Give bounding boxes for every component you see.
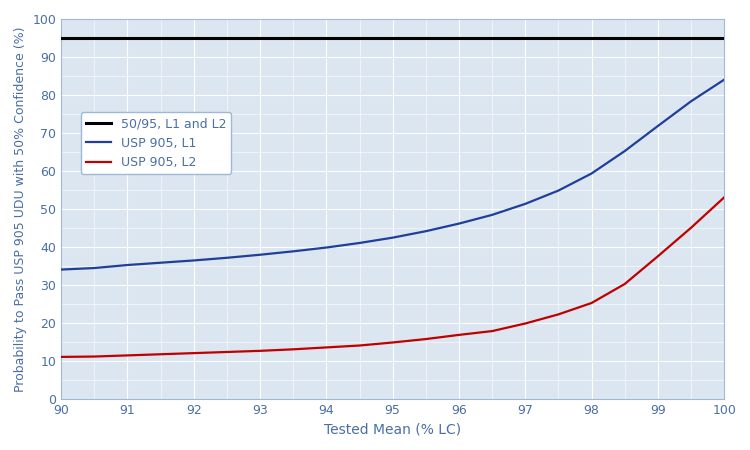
Y-axis label: Probability to Pass USP 905 UDU with 50% Confidence (%): Probability to Pass USP 905 UDU with 50%… <box>14 26 27 392</box>
USP 905, L1 <box>454 221 464 226</box>
USP 905, L1 <box>587 171 596 176</box>
USP 905, L1 <box>653 123 662 129</box>
USP 905, L2 <box>322 345 331 350</box>
USP 905, L2 <box>388 340 398 345</box>
USP 905, L2 <box>57 354 66 360</box>
USP 905, L2 <box>653 253 662 259</box>
USP 905, L1 <box>156 260 165 265</box>
USP 905, L2 <box>422 336 430 342</box>
Line: USP 905, L2: USP 905, L2 <box>62 198 724 357</box>
USP 905, L1 <box>189 258 198 263</box>
USP 905, L1 <box>123 262 132 268</box>
USP 905, L1 <box>488 212 496 217</box>
USP 905, L2 <box>90 354 99 359</box>
USP 905, L2 <box>156 351 165 357</box>
USP 905, L1 <box>90 266 99 271</box>
USP 905, L2 <box>488 328 496 334</box>
USP 905, L1 <box>355 240 364 246</box>
USP 905, L2 <box>520 321 530 326</box>
USP 905, L1 <box>223 255 232 261</box>
USP 905, L1 <box>388 235 398 240</box>
USP 905, L2 <box>454 332 464 338</box>
USP 905, L2 <box>686 225 695 230</box>
Line: USP 905, L1: USP 905, L1 <box>62 80 724 270</box>
USP 905, L1 <box>289 249 298 254</box>
USP 905, L1 <box>720 77 729 82</box>
USP 905, L1 <box>57 267 66 272</box>
USP 905, L2 <box>223 349 232 355</box>
USP 905, L1 <box>322 245 331 250</box>
USP 905, L2 <box>256 348 265 354</box>
USP 905, L2 <box>720 195 729 200</box>
USP 905, L2 <box>620 281 629 287</box>
USP 905, L2 <box>189 351 198 356</box>
USP 905, L1 <box>554 188 563 193</box>
X-axis label: Tested Mean (% LC): Tested Mean (% LC) <box>324 422 461 436</box>
USP 905, L1 <box>620 148 629 154</box>
USP 905, L2 <box>554 312 563 317</box>
USP 905, L2 <box>289 346 298 352</box>
USP 905, L1 <box>686 99 695 104</box>
USP 905, L2 <box>123 353 132 358</box>
USP 905, L2 <box>355 343 364 348</box>
USP 905, L1 <box>520 201 530 207</box>
USP 905, L1 <box>256 252 265 257</box>
Legend: 50/95, L1 and L2, USP 905, L1, USP 905, L2: 50/95, L1 and L2, USP 905, L1, USP 905, … <box>81 112 231 174</box>
USP 905, L2 <box>587 300 596 306</box>
USP 905, L1 <box>422 229 430 234</box>
